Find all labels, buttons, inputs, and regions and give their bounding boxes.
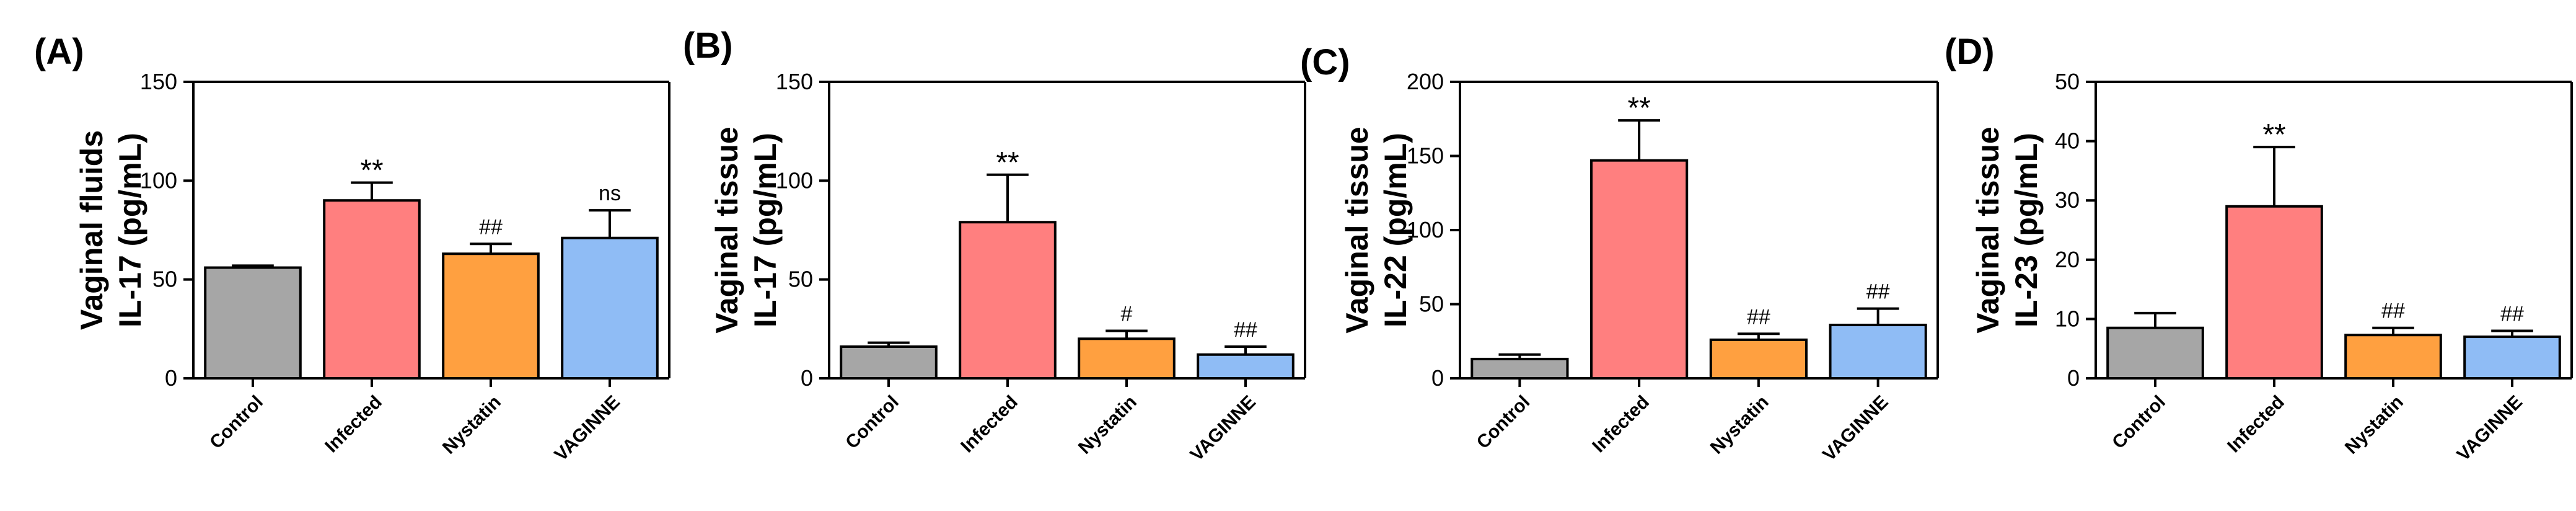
significance-label: ##	[2381, 300, 2405, 323]
x-tick-label: Control	[2108, 392, 2169, 453]
y-tick-label: 50	[1419, 291, 1444, 317]
y-tick-label: 30	[2055, 187, 2080, 213]
panel-label: (D)	[1945, 32, 1995, 72]
significance-label: **	[360, 154, 383, 187]
y-axis-label-line: IL-22 (pg/mL)	[1378, 133, 1413, 327]
bar	[1197, 353, 1295, 380]
x-tick-label: Nystatin	[2341, 392, 2407, 458]
y-tick-label: 0	[1431, 365, 1444, 391]
x-tick-label: Control	[1473, 392, 1534, 453]
y-axis-label-line: IL-17 (pg/mL)	[748, 133, 783, 327]
x-tick-label: Infected	[321, 392, 386, 457]
y-tick-label: 20	[2055, 247, 2080, 272]
y-axis-label-line: IL-23 (pg/mL)	[2009, 133, 2044, 327]
significance-label: ##	[479, 215, 503, 239]
y-axis-label: Vaginal fluids IL-17 (pg/mL)	[74, 130, 147, 330]
significance-label: ##	[1747, 305, 1770, 329]
chart-panel-2: (B) Vaginal tissue IL-17 (pg/mL) Control ** I…	[683, 25, 1306, 465]
bar	[2344, 334, 2442, 380]
panel-label: (A)	[34, 32, 84, 72]
y-axis-label: Vaginal tissue IL-17 (pg/mL)	[710, 127, 783, 333]
y-tick-label: 10	[2055, 306, 2080, 331]
y-tick-label: 150	[140, 69, 177, 94]
bar	[1078, 337, 1176, 380]
x-tick-label: Nystatin	[1707, 392, 1773, 458]
y-tick-label: 50	[2055, 69, 2080, 94]
bar	[561, 236, 659, 380]
bar	[1709, 338, 1808, 380]
x-tick-label: Control	[206, 392, 267, 453]
bar	[959, 221, 1057, 380]
y-tick-label: 100	[776, 167, 813, 193]
y-axis-label-line: Vaginal tissue	[1971, 127, 2005, 333]
bar	[2225, 205, 2323, 380]
y-tick-label: 200	[1407, 69, 1444, 94]
y-tick-label: 150	[776, 69, 813, 94]
y-axis-label: Vaginal tissue IL-23 (pg/mL)	[1971, 127, 2044, 333]
y-tick-label: 50	[152, 267, 177, 292]
x-tick-label: VAGINNE	[1819, 392, 1892, 465]
bar	[1470, 357, 1569, 380]
x-tick-label: VAGINNE	[2453, 392, 2526, 465]
y-tick-label: 50	[788, 267, 813, 292]
x-tick-label: Infected	[2223, 392, 2288, 457]
y-axis-label: Vaginal tissue IL-22 (pg/mL)	[1340, 127, 1413, 333]
significance-label: ns	[599, 182, 621, 205]
y-tick-label: 100	[1407, 217, 1444, 242]
x-tick-label: VAGINNE	[551, 392, 624, 465]
y-axis-label-line: Vaginal tissue	[1340, 127, 1374, 333]
significance-label: #	[1121, 303, 1133, 326]
significance-label: ##	[1234, 318, 1257, 342]
panel-label: (B)	[683, 25, 733, 66]
x-tick-label: Infected	[1588, 392, 1653, 457]
x-tick-label: Infected	[957, 392, 1022, 457]
y-tick-label: 0	[801, 365, 813, 391]
significance-label: ##	[2500, 303, 2524, 326]
y-axis-label-line: Vaginal tissue	[710, 127, 744, 333]
y-axis-label-line: IL-17 (pg/mL)	[113, 133, 147, 327]
chart-panel-1: (A) Vaginal fluids IL-17 (pg/mL) Control ** I…	[34, 32, 670, 465]
y-tick-label: 150	[1407, 143, 1444, 169]
bar	[2106, 326, 2204, 380]
chart-panel-3: (C) Vaginal tissue IL-22 (pg/mL) Control ** I…	[1300, 42, 1939, 465]
bar	[1829, 323, 1927, 380]
significance-label: **	[1627, 92, 1650, 125]
significance-label: **	[2262, 118, 2285, 151]
y-tick-label: 0	[2067, 365, 2080, 391]
bar	[840, 345, 938, 380]
x-tick-label: Control	[842, 392, 903, 453]
panel-label: (C)	[1300, 42, 1350, 82]
significance-label: ##	[1866, 280, 1890, 304]
bar	[2463, 335, 2561, 380]
chart-panel-4: (D) Vaginal tissue IL-23 (pg/mL) Control ** I…	[1945, 32, 2573, 465]
bar	[442, 252, 540, 380]
y-tick-label: 40	[2055, 128, 2080, 154]
y-axis-label-line: Vaginal fluids	[74, 130, 109, 330]
y-tick-label: 100	[140, 167, 177, 193]
bar	[323, 199, 421, 380]
y-tick-label: 0	[165, 365, 177, 391]
x-tick-label: Nystatin	[439, 392, 505, 458]
bar	[204, 266, 302, 380]
x-tick-label: Nystatin	[1075, 392, 1141, 458]
x-tick-label: VAGINNE	[1187, 392, 1260, 465]
bar	[1590, 159, 1689, 380]
significance-label: **	[996, 146, 1019, 179]
